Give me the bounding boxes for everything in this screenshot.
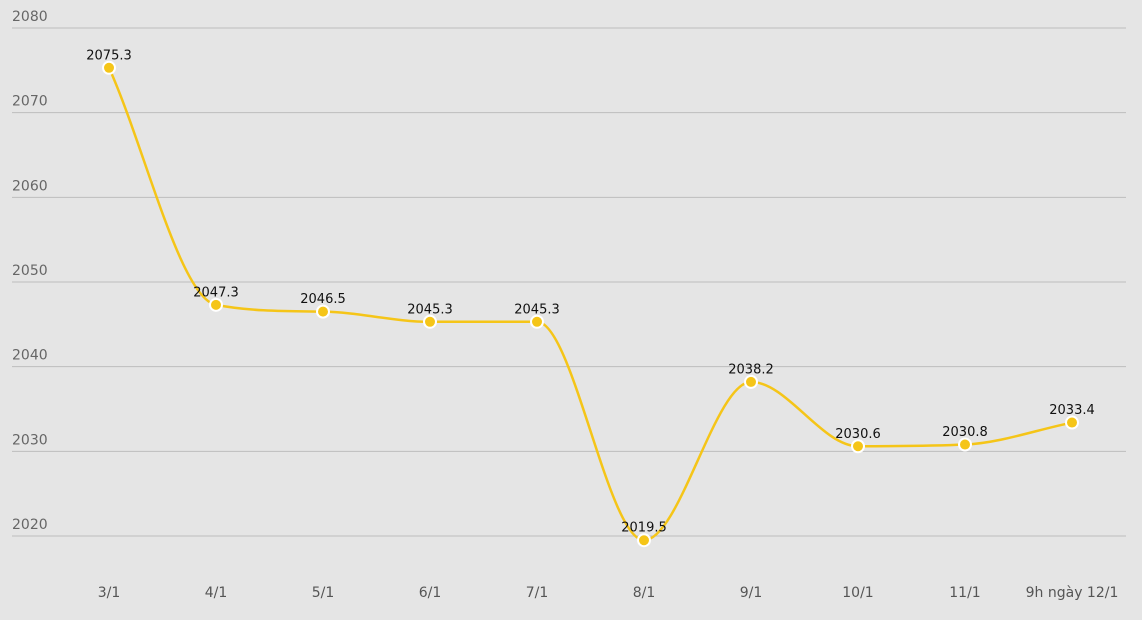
value-label: 2030.8 (942, 425, 988, 440)
value-label: 2075.3 (86, 48, 132, 63)
value-label: 2045.3 (514, 302, 560, 317)
value-label: 2019.5 (621, 521, 667, 536)
data-point (637, 533, 651, 548)
data-point (530, 314, 544, 329)
data-point (423, 314, 437, 329)
y-tick-label: 2050 (12, 263, 48, 279)
x-tick-label: 5/1 (312, 585, 335, 601)
x-tick-label: 9/1 (740, 585, 763, 601)
data-point (316, 304, 330, 319)
x-tick-label: 3/1 (98, 585, 121, 601)
y-tick-label: 2060 (12, 178, 48, 194)
series-line (107, 67, 1073, 542)
x-tick-label: 6/1 (419, 585, 442, 601)
x-tick-label: 4/1 (205, 585, 228, 601)
y-tick-label: 2080 (12, 9, 48, 25)
y-tick-label: 2020 (12, 517, 48, 533)
y-tick-label: 2070 (12, 94, 48, 110)
y-tick-label: 2040 (12, 348, 48, 364)
x-tick-label: 7/1 (526, 585, 549, 601)
value-label: 2045.3 (407, 302, 453, 317)
data-point (851, 439, 865, 454)
data-point (958, 437, 972, 452)
data-point (209, 297, 223, 312)
x-tick-label: 11/1 (949, 585, 980, 601)
value-label: 2046.5 (300, 292, 346, 307)
data-point (102, 60, 116, 75)
y-tick-label: 2030 (12, 432, 48, 448)
x-tick-label: 9h ngày 12/1 (1026, 585, 1119, 601)
value-label: 2033.4 (1049, 403, 1095, 418)
x-tick-label: 10/1 (842, 585, 873, 601)
value-label: 2030.6 (835, 427, 881, 442)
x-tick-label: 8/1 (633, 585, 656, 601)
value-label: 2047.3 (193, 285, 239, 300)
value-label: 2038.2 (728, 362, 774, 377)
data-point (744, 374, 758, 389)
data-point (1065, 415, 1079, 430)
